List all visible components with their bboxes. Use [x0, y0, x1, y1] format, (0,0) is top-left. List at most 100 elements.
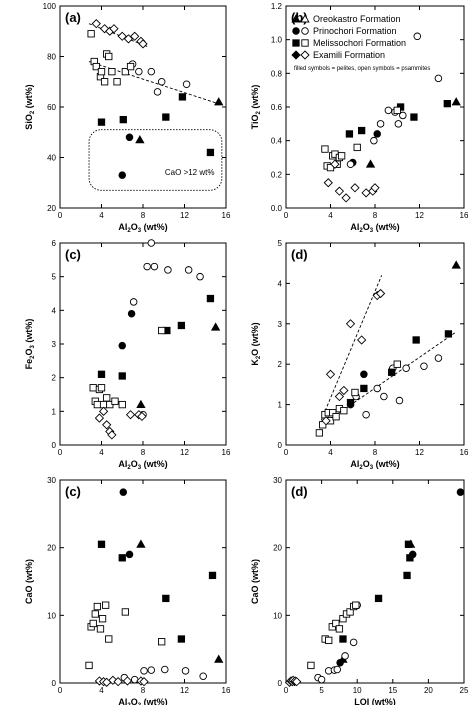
data-point [118, 400, 126, 409]
data-point [420, 362, 428, 370]
x-tick-label: 4 [99, 448, 104, 457]
data-point [177, 321, 186, 330]
data-point [206, 294, 215, 303]
series-triangle-filled [136, 322, 221, 409]
series-diamond-open [284, 675, 302, 687]
data-point [121, 67, 130, 76]
series-diamond-open [321, 288, 386, 426]
data-point [97, 118, 106, 126]
trend-line [318, 275, 383, 425]
series-square-filled [97, 93, 215, 157]
data-point [107, 430, 117, 440]
series-circle-filled [118, 133, 134, 179]
data-point [374, 594, 383, 603]
series-square-open [89, 326, 166, 409]
y-tick-label: 3 [52, 340, 57, 349]
x-tick-label: 8 [141, 448, 146, 457]
panel-label: (d) [291, 247, 308, 262]
data-point [351, 388, 359, 397]
data-point [206, 148, 215, 157]
series-circle-open [346, 32, 443, 168]
data-point [130, 675, 139, 684]
data-point [102, 420, 112, 430]
data-point [136, 399, 146, 409]
data-point [97, 370, 106, 378]
y-tick-label: 60 [47, 103, 56, 112]
series-square-open [307, 601, 360, 670]
x-tick-label: 0 [284, 211, 289, 220]
x-axis-label: Al2​O3​ (wt%) [350, 459, 399, 471]
data-point [370, 183, 380, 193]
legend-label: Melissochori Formation [313, 38, 406, 48]
data-point [97, 67, 106, 76]
y-tick-label: 10 [273, 611, 282, 620]
y-tick-label: 2 [278, 360, 283, 369]
y-tick-label: 1 [52, 407, 57, 416]
data-point [143, 262, 151, 271]
data-point [451, 97, 461, 106]
y-tick-label: 0.0 [271, 204, 283, 213]
data-point [135, 67, 143, 76]
legend-symbol-filled [291, 14, 301, 23]
data-point [346, 398, 355, 407]
cao-highlight-box [88, 129, 223, 191]
legend-symbol-open [300, 14, 310, 23]
data-point [413, 32, 422, 41]
data-point [137, 411, 147, 422]
y-tick-label: 10 [47, 611, 56, 620]
data-point [177, 635, 186, 643]
data-point [321, 416, 331, 426]
y-tick-label: 0.8 [271, 69, 283, 78]
data-point [118, 341, 126, 350]
data-point [376, 120, 385, 128]
data-point [97, 384, 106, 392]
data-point [139, 677, 149, 687]
y-tick-label: 30 [47, 476, 56, 485]
data-point [91, 610, 99, 618]
y-tick-label: 0 [278, 679, 283, 688]
data-point [361, 188, 371, 198]
plot-frame [285, 479, 465, 684]
data-point [434, 74, 443, 83]
data-point [373, 130, 381, 138]
trend-line [88, 23, 148, 47]
x-axis-label: Al2​O3​ (wt%) [118, 459, 167, 471]
data-point [360, 384, 368, 393]
legend-entry: Examili Formation [291, 50, 385, 60]
legend-label: Examili Formation [313, 50, 385, 60]
data-point [451, 260, 461, 269]
series-circle-filled [119, 488, 134, 559]
x-axis-label: Al2​O3​ (wt%) [118, 222, 167, 234]
x-tick-label: 16 [460, 448, 469, 457]
x-tick-label: 20 [424, 686, 433, 695]
trend-line [88, 61, 221, 105]
series-circle-filled [118, 309, 136, 350]
panel-5: 0 4 8 12 16 0 10 20 30 Al2​O3​ (wt%) CaO (wt%) (c) [24, 476, 231, 705]
data-point [117, 31, 127, 41]
data-point [108, 67, 116, 76]
x-tick-label: 4 [99, 211, 104, 220]
plot-frame [59, 479, 227, 684]
y-tick-label: 20 [47, 204, 56, 213]
data-point [315, 429, 324, 437]
data-point [214, 97, 224, 106]
data-point [123, 34, 134, 44]
panel-6: 0 5 10 15 20 25 0 10 20 30 LOI (wt%) CaO (wt%) (d) [250, 476, 469, 705]
data-point [103, 394, 111, 402]
data-point [360, 370, 368, 379]
x-tick-label: 0 [58, 448, 63, 457]
data-point [357, 335, 367, 345]
data-point [321, 145, 329, 153]
data-point [98, 615, 107, 623]
data-point [147, 666, 156, 674]
data-point [97, 540, 106, 548]
y-tick-label: 6 [52, 239, 57, 248]
data-point [336, 658, 344, 667]
series-square-filled [97, 540, 217, 643]
data-point [87, 30, 95, 38]
legend-entry: Prinochori Formation [292, 26, 397, 36]
data-point [345, 130, 354, 138]
series-diamond-open [323, 159, 380, 203]
data-point [92, 62, 100, 71]
